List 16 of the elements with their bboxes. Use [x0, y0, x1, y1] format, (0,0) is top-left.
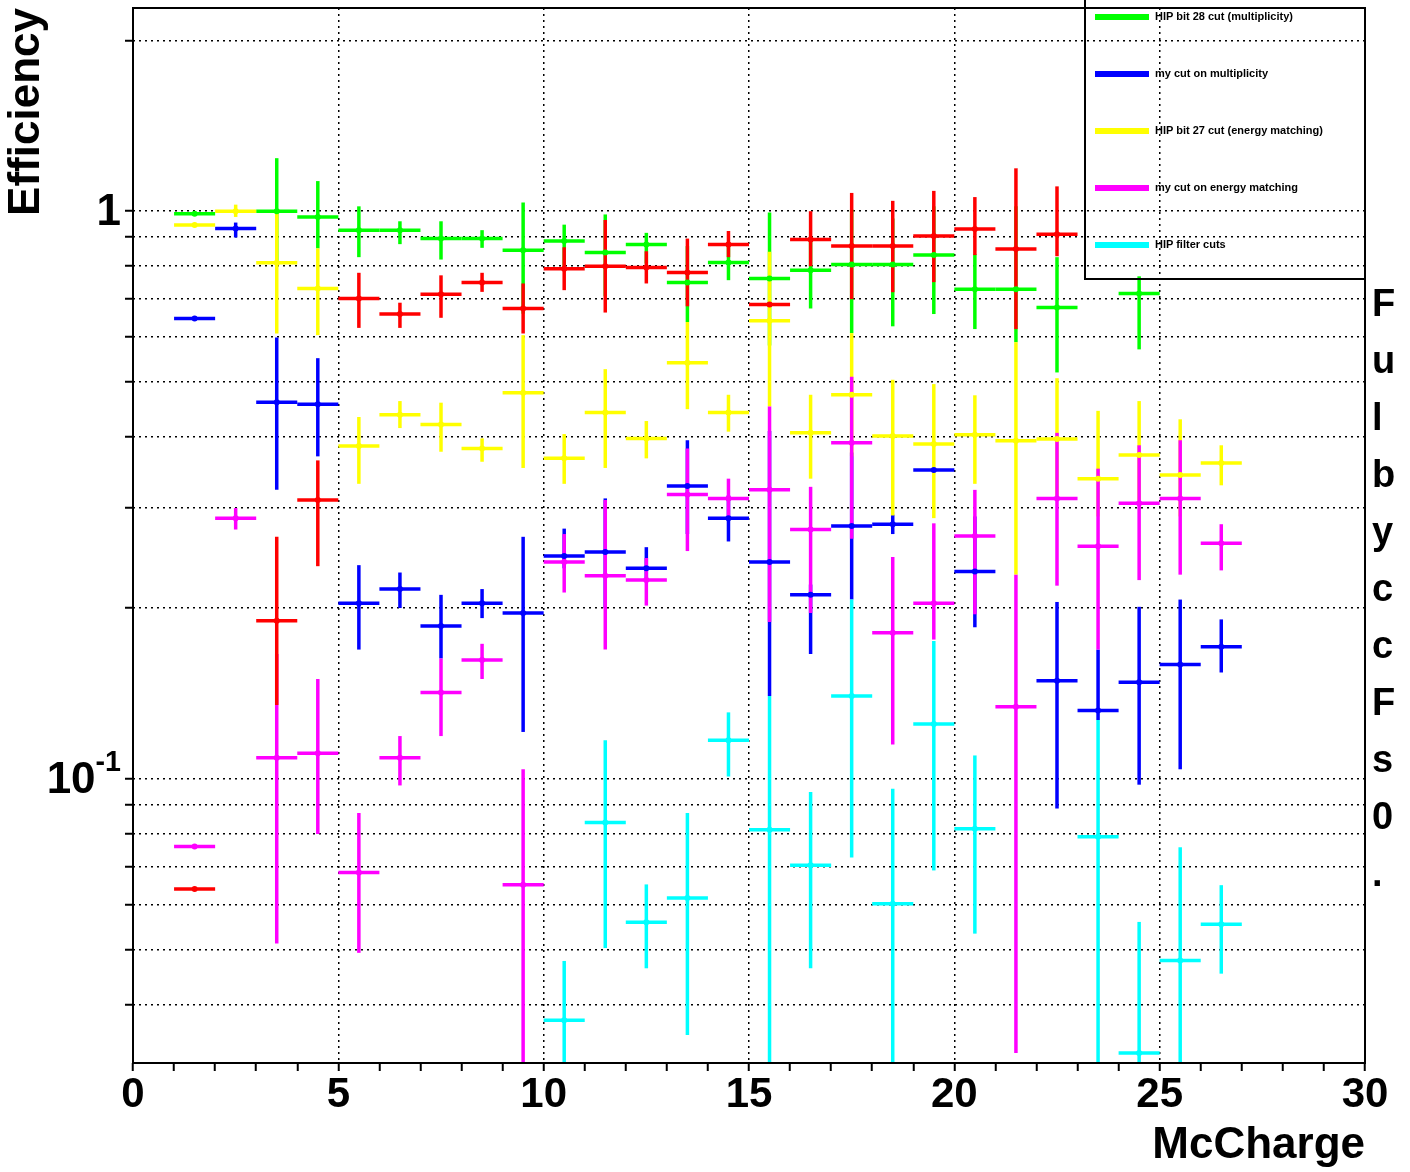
legend-label: HIP bit 27 cut (energy matching)	[1155, 124, 1324, 137]
x-tick-label: 5	[326, 1068, 351, 1116]
legend-label: my cut on multiplicity	[1155, 67, 1269, 80]
y-tick-label: 1	[96, 185, 122, 235]
legend-label: HIP bit 28 cut (multiplicity)	[1155, 10, 1294, 23]
x-axis-title: McCharge	[1152, 1117, 1365, 1167]
legend-label: HIP filter cuts	[1155, 238, 1226, 251]
legend-label: my cut on energy matching	[1155, 181, 1299, 194]
x-tick-label: 25	[1136, 1068, 1184, 1116]
x-tick-label: 0	[121, 1068, 145, 1116]
x-tick-label: 15	[725, 1068, 773, 1116]
y-axis-title: Efficiency	[0, 7, 48, 216]
text: F u l b y c c F s 0 .	[1372, 282, 1396, 894]
x-tick-label: 20	[930, 1068, 978, 1116]
x-tick-label: 10	[520, 1068, 568, 1116]
x-tick-label: 30	[1341, 1068, 1389, 1116]
